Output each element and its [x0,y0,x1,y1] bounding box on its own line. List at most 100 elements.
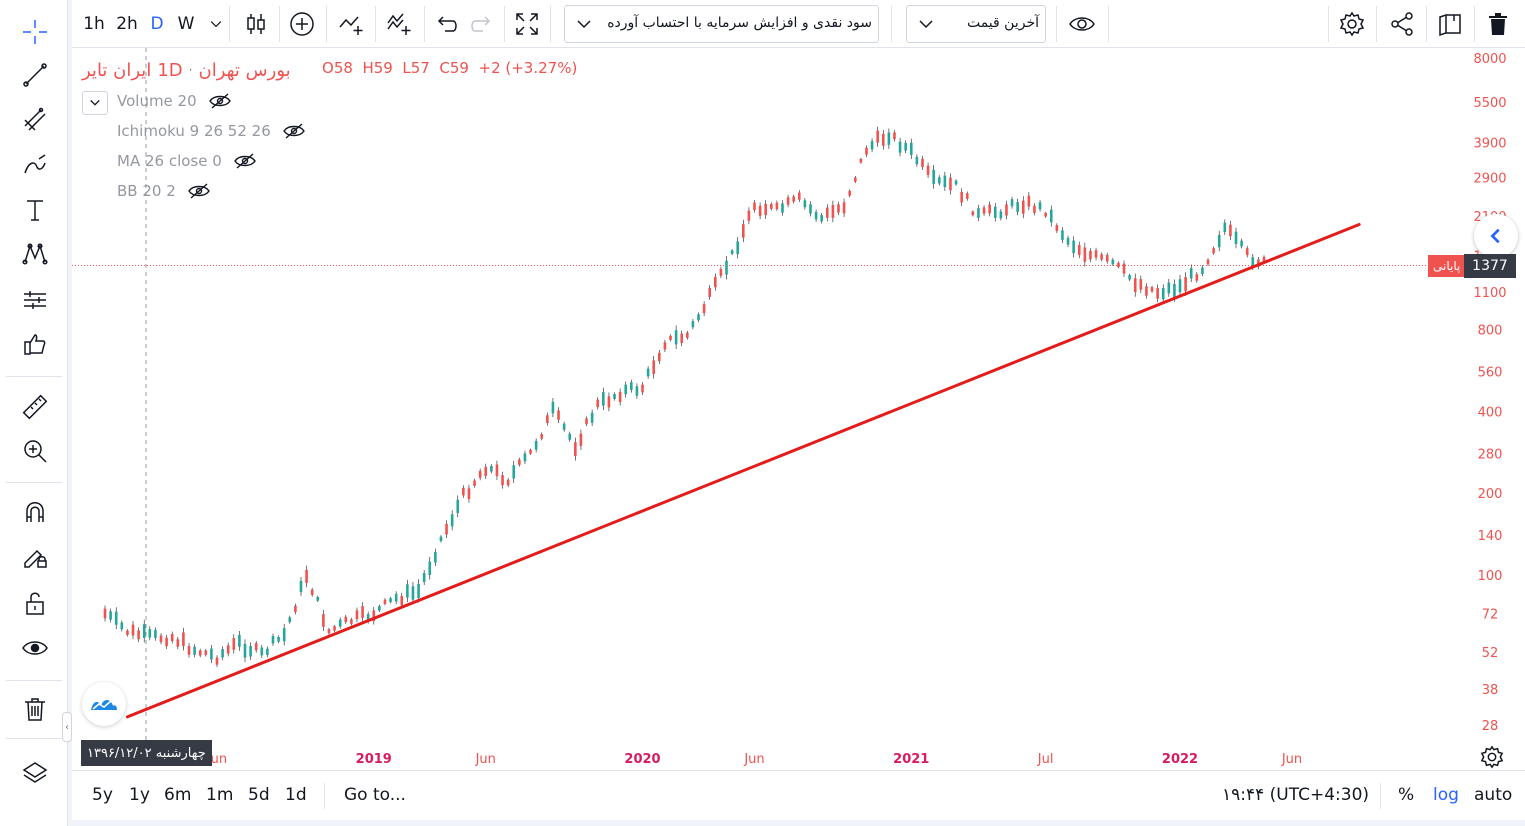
toolbar-divider [891,6,892,42]
candle [1016,202,1019,212]
layers-icon[interactable] [14,755,56,791]
candle [383,599,387,604]
brush-icon[interactable] [14,147,56,183]
candle [294,605,297,613]
interval-w[interactable]: W [177,14,195,34]
eye-icon[interactable] [14,630,56,666]
range-5y[interactable]: 5y [92,785,113,805]
share-icon[interactable] [1386,8,1418,40]
timezone-clock[interactable]: ۱۹:۴۴ (UTC+4:30) [1222,785,1370,805]
chart-area[interactable]: 8000550039002900210015001100800560400280… [72,48,1525,770]
pattern-icon[interactable] [14,236,56,272]
indicators-collapse-button[interactable] [82,91,108,115]
chevron-down-icon [919,20,933,29]
candle [1251,257,1255,267]
zoom-in-icon[interactable] [14,433,56,469]
bottom-toolbar: 5y 1y 6m 1m 5d 1d Go to... ۱۹:۴۴ (UTC+4:… [72,770,1525,820]
interval-1h[interactable]: 1h [83,14,105,34]
y-tick-label: 1100 [1473,286,1506,301]
fib-icon[interactable] [14,102,56,138]
range-1y[interactable]: 1y [129,785,150,805]
candle [613,393,616,400]
x-tick-label: Jul [1037,752,1054,767]
toolbar-divider [324,783,325,809]
scale-settings-icon[interactable] [1480,745,1504,769]
lock-icon[interactable] [14,585,56,621]
candle [1234,231,1238,245]
toolbar-divider [550,6,551,42]
range-1d[interactable]: 1d [285,785,307,805]
candle [893,132,896,140]
candle [781,203,784,213]
candle [1201,267,1204,275]
delete-icon[interactable] [1482,8,1514,40]
candle [344,616,348,623]
interval-dropdown-icon[interactable] [206,8,226,40]
chart-mode-dropdown[interactable]: سود نقدی و افزایش سرمایه با احتساب آورده [564,5,879,43]
candle [210,648,213,660]
magnet-icon[interactable] [14,494,56,530]
candle [960,191,963,203]
candle [1033,205,1036,213]
candles-icon[interactable] [240,8,272,40]
candle [361,606,364,618]
goto-button[interactable]: Go to... [344,785,406,805]
chevron-down-icon [90,99,100,106]
thumbs-up-icon[interactable] [14,326,56,362]
price-chart[interactable]: 8000550039002900210015001100800560400280… [72,48,1525,770]
eye-off-icon[interactable] [187,183,210,199]
log-scale-toggle[interactable]: log [1433,785,1459,805]
range-5d[interactable]: 5d [248,785,270,805]
candle [137,630,140,640]
scroll-to-realtime-button[interactable] [1474,214,1518,258]
undo-icon[interactable] [432,8,460,40]
interval-2h[interactable]: 2h [116,14,138,34]
candle [109,611,112,620]
crosshair-icon[interactable] [14,14,56,50]
trend-line-icon[interactable] [14,57,56,93]
fullscreen-icon[interactable] [512,8,542,40]
percent-scale-toggle[interactable]: % [1398,785,1415,805]
candle [1139,279,1143,290]
x-tick-label: 2020 [624,752,660,767]
indicator-ma[interactable]: MA 26 close 0 [117,150,256,172]
interval-d[interactable]: D [150,14,164,34]
indicator-bb[interactable]: BB 20 2 [117,180,210,202]
candle [714,276,717,288]
text-icon[interactable] [14,192,56,228]
eye-off-icon[interactable] [282,123,305,139]
redo-icon[interactable] [468,8,496,40]
eye-off-icon[interactable] [208,93,231,109]
candle [1195,274,1199,281]
measure-icon[interactable] [14,282,56,318]
snapshot-icon[interactable] [1434,8,1466,40]
price-type-dropdown[interactable]: آخرین قیمت [906,5,1046,43]
indicator-label: MA 26 close 0 [117,152,222,170]
toolbar-divider [1380,783,1381,809]
auto-scale-toggle[interactable]: auto [1474,785,1513,805]
trash-icon[interactable] [14,691,56,727]
range-1m[interactable]: 1m [206,785,234,805]
compare-add-icon[interactable] [286,8,318,40]
indicator-volume[interactable]: Volume 20 [117,90,231,112]
candle [473,480,476,486]
settings-icon[interactable] [1336,8,1368,40]
x-tick-label: 2021 [893,752,929,767]
range-6m[interactable]: 6m [164,785,192,805]
candle [1038,202,1042,210]
ruler-icon[interactable] [14,389,56,425]
lock-pencil-icon[interactable] [14,539,56,575]
candle [742,224,745,238]
indicator-ichimoku[interactable]: Ichimoku 9 26 52 26 [117,120,305,142]
templates-icon[interactable] [382,8,416,40]
candle [165,637,168,647]
candle [1245,248,1249,256]
indicator-label: BB 20 2 [117,182,176,200]
collapse-toolbar-button[interactable]: ‹ [62,712,72,742]
candle [932,169,935,184]
open-value: 58 [333,59,353,77]
candle [585,418,588,425]
indicators-icon[interactable] [334,8,368,40]
visibility-icon[interactable] [1064,8,1100,40]
eye-off-icon[interactable] [233,153,256,169]
